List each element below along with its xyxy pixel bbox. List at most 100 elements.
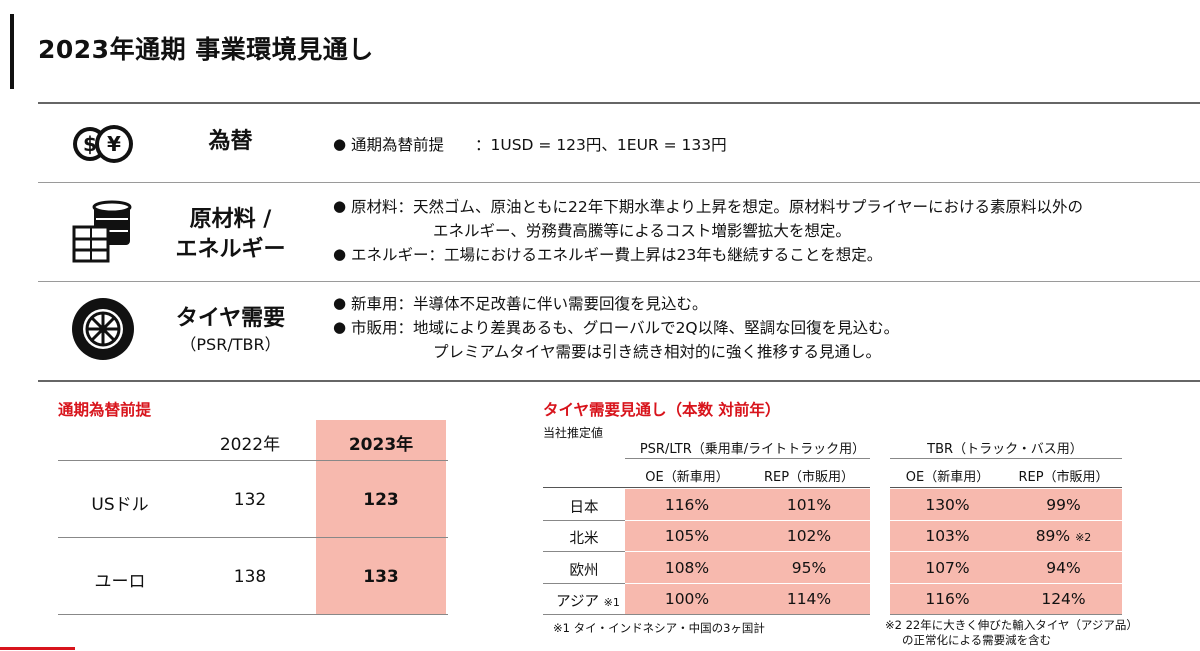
tbr-rep-header: REP（市販用） [1018, 470, 1109, 485]
psr-oe-value: 108% [664, 559, 710, 577]
region-label: 欧州 [569, 563, 599, 579]
bullet-icon: ● [333, 197, 347, 215]
bullet-text: 新車用：半導体不足改善に伴い需要回復を見込む。 [351, 295, 708, 313]
row-line [543, 551, 625, 552]
fx-row-line [58, 460, 448, 461]
footer-accent-line [0, 647, 75, 650]
fx-row-line [58, 614, 448, 615]
region-label: 日本 [569, 500, 599, 516]
bullet-text: 通期為替前提 ：1USD = 123円、1EUR = 133円 [351, 136, 727, 154]
tbr-oe-value: 130% [925, 496, 970, 514]
fx-value-2023: 133 [363, 567, 399, 587]
svg-text:$: $ [83, 132, 97, 156]
row-tire-demand: タイヤ需要 （PSR/TBR） ● 新車用：半導体不足改善に伴い需要回復を見込む。… [38, 282, 1200, 378]
tbr-rep-value: 89% ※2 [1005, 527, 1122, 545]
bullet-icon: ● [333, 135, 347, 153]
fx-table-title: 通期為替前提 [58, 401, 152, 419]
row-label-materials: 原材料 / エネルギー [148, 205, 313, 264]
tbr-rep-value: 99% [1046, 496, 1081, 514]
row-text-tire: ● 新車用：半導体不足改善に伴い需要回復を見込む。 ● 市販用：地域により差異あるも… [333, 292, 899, 364]
fx-row-name: USドル [91, 495, 149, 515]
psr-oe-header: OE（新車用） [645, 470, 729, 485]
header-line [543, 487, 870, 488]
psr-oe-value: 116% [664, 496, 710, 514]
psr-header: PSR/LTR（乗用車/ライトトラック用） [639, 442, 866, 457]
tbr-oe-header: OE（新車用） [905, 470, 990, 485]
tbr-rep-value: 124% [1041, 590, 1086, 608]
divider [38, 182, 1200, 183]
title-accent-bar [10, 14, 14, 89]
currency-icon: $ ¥ [73, 125, 133, 163]
region-label: アジア ※1 [543, 590, 633, 611]
divider [38, 102, 1200, 104]
divider [38, 380, 1200, 382]
bullet-text: 原材料：天然ゴム、原油ともに22年下期水準より上昇を想定。原材料サプライヤーにお… [351, 198, 1083, 216]
fx-col-2022: 2022年 [219, 435, 281, 455]
bullet-text-cont: エネルギー、労務費高騰等によるコスト増影響拡大を想定。 [433, 222, 851, 241]
psr-oe-value: 100% [664, 590, 710, 608]
row-line [625, 583, 870, 584]
estimate-label: 当社推定値 [543, 426, 604, 440]
bullet-icon: ● [333, 318, 347, 337]
tbr-rep-value: 94% [1046, 559, 1081, 577]
psr-rep-value: 102% [786, 527, 832, 545]
bullet-text: 市販用：地域により差異あるも、グローバルで2Q以降、堅調な回復を見込む。 [351, 319, 900, 338]
psr-rep-header: REP（市販用） [763, 470, 855, 485]
row-line [890, 551, 1122, 552]
row-label-line2: （PSR/TBR） [180, 334, 281, 354]
row-fx: $ ¥ 為替 ● 通期為替前提 ：1USD = 123円、1EUR = 133円 [38, 103, 1200, 183]
psr-rep-value: 114% [786, 590, 832, 608]
footnote-2a: ※2 22年に大きく伸びた輸入タイヤ（アジア品） [885, 618, 1138, 632]
row-line [890, 583, 1122, 584]
bullet-text: エネルギー：工場におけるエネルギー費上昇は23年も継続することを想定。 [351, 246, 883, 265]
row-label-line2: エネルギー [175, 236, 286, 262]
region-label: 北米 [569, 531, 599, 547]
tbr-oe-value: 116% [925, 590, 970, 608]
bullet-text-cont: プレミアムタイヤ需要は引き続き相対的に強く推移する見通し。 [433, 343, 881, 362]
materials-stack-icon [72, 200, 132, 263]
footnote-1: ※1 タイ・インドネシア・中国の3ヶ国計 [553, 621, 765, 635]
footnote-mark: ※2 [1075, 531, 1092, 544]
row-label-tire: タイヤ需要 （PSR/TBR） [148, 304, 313, 355]
row-label-line1: 原材料 / [189, 207, 272, 232]
footnote-mark: ※1 [603, 596, 620, 609]
bullet-icon: ● [333, 294, 347, 312]
row-materials: 原材料 / エネルギー ● 原材料：天然ゴム、原油ともに22年下期水準より上昇を想… [38, 183, 1200, 281]
fx-row-line [58, 537, 448, 538]
row-line [625, 520, 870, 521]
row-label-line1: タイヤ需要 [175, 306, 286, 331]
fx-highlight-column [316, 420, 446, 614]
fx-value-2023: 123 [363, 490, 399, 510]
row-text-fx: ● 通期為替前提 ：1USD = 123円、1EUR = 133円 [333, 133, 727, 157]
row-line [890, 614, 1122, 615]
tbr-oe-value: 107% [925, 559, 970, 577]
header-line [890, 487, 1122, 488]
tbr-rep-number: 89% [1035, 527, 1071, 545]
row-line [543, 520, 625, 521]
tire-icon [72, 298, 134, 360]
fx-value-2022: 132 [233, 490, 267, 510]
footnote-2b: の正常化による需要減を含む [902, 633, 1052, 647]
tbr-oe-value: 103% [925, 527, 970, 545]
row-line [543, 583, 625, 584]
bullet-icon: ● [333, 245, 347, 264]
fx-value-2022: 138 [233, 567, 267, 587]
tire-table-title: タイヤ需要見通し（本数 対前年） [543, 401, 781, 419]
row-line [890, 520, 1122, 521]
fx-col-2023: 2023年 [348, 435, 414, 455]
psr-rep-value: 101% [786, 496, 832, 514]
row-label-fx: 為替 [208, 129, 253, 154]
psr-rep-value: 95% [791, 559, 827, 577]
tbr-header: TBR（トラック・バス用） [927, 442, 1083, 457]
fx-row-name: ユーロ [94, 572, 146, 592]
header-line [625, 458, 870, 459]
divider [38, 281, 1200, 282]
psr-oe-value: 105% [664, 527, 710, 545]
svg-text:¥: ¥ [107, 132, 121, 156]
header-line [890, 458, 1122, 459]
page-title: 2023年通期 事業環境見通し [38, 35, 374, 64]
region-name: アジア [556, 594, 600, 610]
row-text-materials: ● 原材料：天然ゴム、原油ともに22年下期水準より上昇を想定。原材料サプライヤーに… [333, 195, 1083, 267]
row-line [543, 614, 870, 615]
row-line [625, 551, 870, 552]
